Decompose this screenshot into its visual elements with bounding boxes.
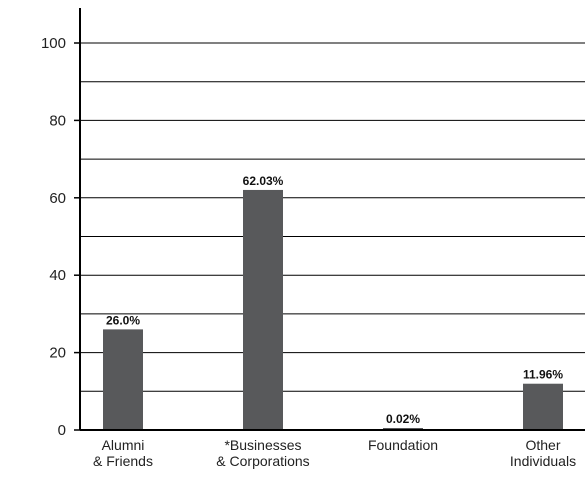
bars xyxy=(103,189,563,430)
y-tick-label: 60 xyxy=(49,190,66,207)
data-labels: 26.0% 62.03% 0.02% 11.96% xyxy=(106,174,563,426)
x-category-label: Other xyxy=(525,437,560,453)
y-tick-label: 40 xyxy=(49,267,66,284)
bar xyxy=(243,189,283,430)
bar xyxy=(103,329,143,430)
y-tick-label: 80 xyxy=(49,112,66,129)
y-tick-label: 0 xyxy=(58,422,66,439)
bar xyxy=(523,383,563,430)
x-category-label: *Businesses xyxy=(224,437,301,453)
x-category-labels: Alumni& Friends *Businesses& Corporations… xyxy=(93,437,576,469)
data-label: 11.96% xyxy=(523,368,563,382)
data-label: 26.0% xyxy=(106,313,140,327)
y-tick-label: 100 xyxy=(41,35,66,52)
x-category-label: Alumni xyxy=(102,437,145,453)
x-category-label: Foundation xyxy=(368,437,438,453)
x-category-label: Individuals xyxy=(510,453,576,469)
y-tick-label: 20 xyxy=(49,345,66,362)
axes xyxy=(74,8,585,431)
x-category-label: & Friends xyxy=(93,453,153,469)
data-label: 62.03% xyxy=(243,174,284,188)
data-label: 0.02% xyxy=(386,412,420,426)
x-category-label: & Corporations xyxy=(216,453,309,469)
y-tick-labels: 0 20 40 60 80 100 xyxy=(41,35,66,439)
gridlines xyxy=(80,42,585,392)
